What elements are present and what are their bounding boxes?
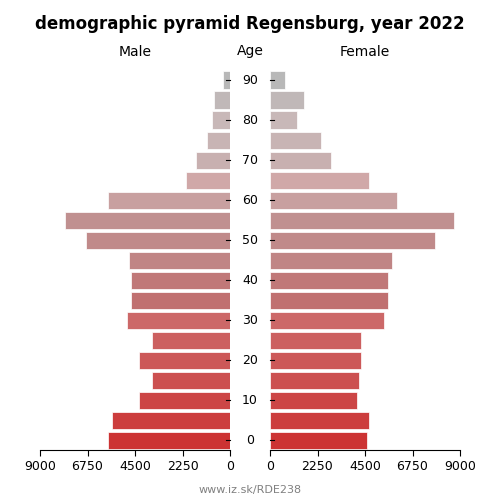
Text: 30: 30	[242, 314, 258, 326]
Bar	[152, 332, 230, 348]
Bar	[270, 252, 392, 268]
Bar	[270, 192, 396, 208]
Bar	[270, 372, 358, 388]
Bar	[222, 72, 230, 88]
Bar	[270, 432, 367, 448]
Bar	[108, 192, 230, 208]
Bar	[139, 352, 230, 368]
Bar	[66, 212, 230, 228]
Bar	[270, 152, 331, 168]
Text: www.iz.sk/RDE238: www.iz.sk/RDE238	[198, 485, 302, 495]
Bar	[112, 412, 230, 428]
Bar	[139, 392, 230, 408]
Bar	[128, 252, 230, 268]
Text: 60: 60	[242, 194, 258, 206]
Bar	[270, 392, 356, 408]
Bar	[108, 432, 230, 448]
Bar	[270, 412, 369, 428]
Bar	[214, 92, 230, 108]
Bar	[270, 352, 361, 368]
Bar	[270, 72, 285, 88]
Text: 20: 20	[242, 354, 258, 366]
Text: 10: 10	[242, 394, 258, 406]
Text: 80: 80	[242, 114, 258, 126]
Bar	[270, 332, 361, 348]
Text: 40: 40	[242, 274, 258, 286]
Bar	[186, 172, 230, 188]
Text: Age: Age	[236, 44, 264, 59]
Bar	[270, 112, 297, 128]
Text: 70: 70	[242, 154, 258, 166]
Text: demographic pyramid Regensburg, year 2022: demographic pyramid Regensburg, year 202…	[35, 15, 465, 33]
Text: 0: 0	[246, 434, 254, 446]
Bar	[270, 132, 320, 148]
Bar	[270, 92, 304, 108]
Bar	[270, 172, 369, 188]
Bar	[270, 312, 384, 328]
Text: 50: 50	[242, 234, 258, 246]
Text: 90: 90	[242, 74, 258, 86]
Bar	[126, 312, 230, 328]
Bar	[270, 212, 454, 228]
Bar	[270, 292, 388, 308]
Text: Female: Female	[340, 44, 390, 59]
Bar	[131, 272, 230, 288]
Bar	[131, 292, 230, 308]
Bar	[212, 112, 230, 128]
Bar	[152, 372, 230, 388]
Bar	[207, 132, 230, 148]
Text: Male: Male	[118, 44, 152, 59]
Bar	[270, 272, 388, 288]
Bar	[196, 152, 230, 168]
Bar	[86, 232, 230, 248]
Bar	[270, 232, 434, 248]
